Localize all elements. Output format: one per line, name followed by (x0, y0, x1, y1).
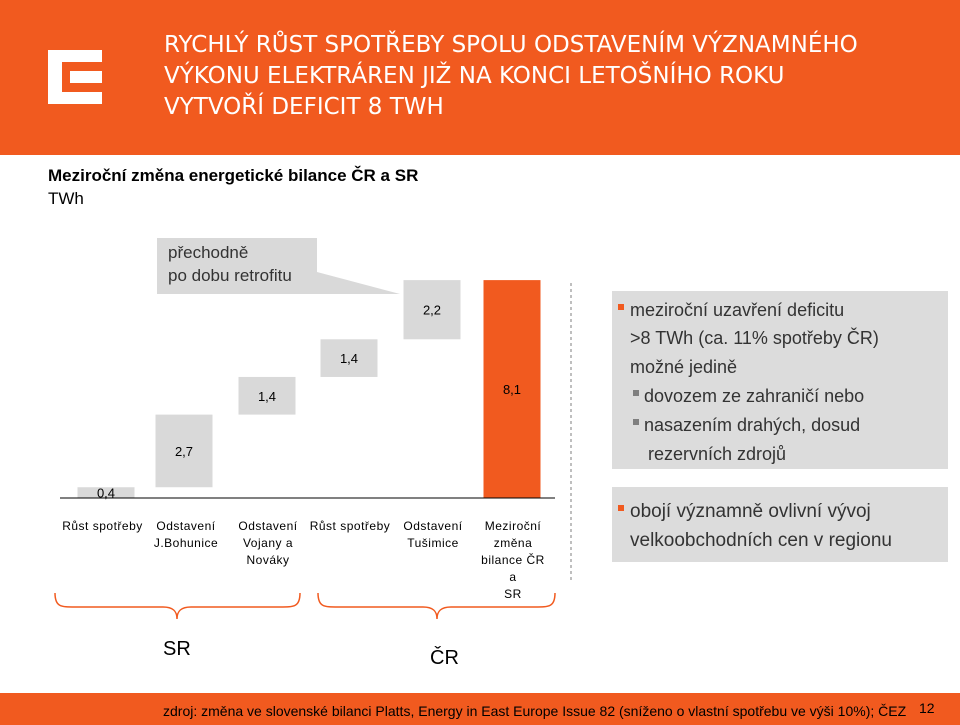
category-tick-line: Odstavení (403, 519, 463, 533)
category-tick-line: změna (493, 536, 533, 550)
chart-bar (483, 280, 541, 498)
note-panel-deficit (612, 291, 948, 469)
category-tick-label: Odstavení Vojany a Nováky (227, 518, 309, 569)
cez-logo-icon (48, 50, 102, 104)
category-tick-label: Růst spotřeby (55, 518, 150, 535)
category-tick-label: Odstavení Tušimice (395, 518, 471, 552)
bullet-line: >8 TWh (ca. 11% spotřeby ČR) (630, 328, 879, 348)
group-label-cr: ČR (430, 647, 459, 669)
bullet-line: velkoobchodních cen v regionu (630, 530, 892, 551)
chart-bar (403, 280, 461, 340)
brace-cr (317, 592, 556, 620)
category-tick-line: Vojany a (242, 536, 294, 550)
bullet-main: meziroční uzavření deficitu (618, 296, 844, 324)
title-line: VYTVOŘÍ DEFICIT 8 TWH (164, 94, 444, 120)
sub-bullet: dovozem ze zahraničí nebo (633, 382, 864, 410)
bullet-square-icon (618, 504, 624, 511)
category-tick-line: bilance ČR a (481, 553, 545, 584)
category-tick-label: Meziroční změna bilance ČR a SR (478, 518, 548, 603)
category-tick-line: Odstavení (238, 519, 298, 533)
bullet-square-icon (618, 304, 624, 311)
category-tick-line: Nováky (246, 553, 290, 567)
category-tick-line: Růst spotřeby (309, 519, 391, 533)
title-line: VÝKONU ELEKTRÁREN JIŽ NA KONCI LETOŠNÍHO… (164, 63, 785, 89)
brace-sr (54, 592, 301, 620)
chart-bar (238, 376, 296, 415)
category-tick-line: Růst spotřeby (62, 519, 143, 533)
callout-pointer (317, 272, 400, 294)
header-bar (0, 0, 960, 155)
group-label-sr: SR (163, 638, 191, 660)
chart-subtitle: Meziroční změna energetické bilance ČR a… (48, 166, 419, 185)
note-panel-prices (612, 487, 948, 562)
data-label: 2,2 (423, 303, 441, 318)
sub-bullet-line: rezervních zdrojů (648, 444, 787, 464)
title-line: RYCHLÝ RŮST SPOTŘEBY SPOLU ODSTAVENÍM VÝ… (164, 32, 858, 58)
category-tick-line: Tušimice (407, 536, 459, 550)
page-title: RYCHLÝ RŮST SPOTŘEBY SPOLU ODSTAVENÍM VÝ… (164, 30, 944, 123)
category-tick-line: Meziroční (484, 519, 542, 533)
category-tick-line: J.Bohunice (153, 536, 219, 550)
chart-unit: TWh (48, 189, 84, 208)
data-label: 8,1 (503, 382, 521, 397)
callout-line: přechodně (168, 243, 249, 262)
bullet-square-icon (633, 390, 639, 397)
chart-bar (320, 339, 378, 377)
chart-bar (155, 414, 213, 488)
footer-bar (0, 693, 960, 725)
bullet-square-icon (633, 419, 639, 426)
data-label: 0,4 (97, 486, 115, 501)
category-tick-line: Odstavení (156, 519, 216, 533)
category-tick-label: Odstavení J.Bohunice (147, 518, 225, 552)
sub-bullet: nasazením drahých, dosud (633, 411, 860, 439)
chart-bar (77, 487, 135, 498)
callout-line: po dobu retrofitu (168, 266, 292, 285)
data-label: 1,4 (258, 389, 276, 404)
callout-box: přechodně po dobu retrofitu (157, 238, 317, 294)
category-tick-label: Růst spotřeby (306, 518, 394, 535)
bullet-main: obojí významně ovlivní vývoj (618, 498, 871, 526)
category-tick-line: SR (504, 587, 522, 601)
data-label: 2,7 (175, 444, 193, 459)
bullet-line: možné jedině (630, 357, 738, 377)
data-label: 1,4 (340, 351, 358, 366)
source-note: zdroj: změna ve slovenské bilanci Platts… (163, 703, 907, 719)
page-number: 12 (919, 700, 935, 716)
